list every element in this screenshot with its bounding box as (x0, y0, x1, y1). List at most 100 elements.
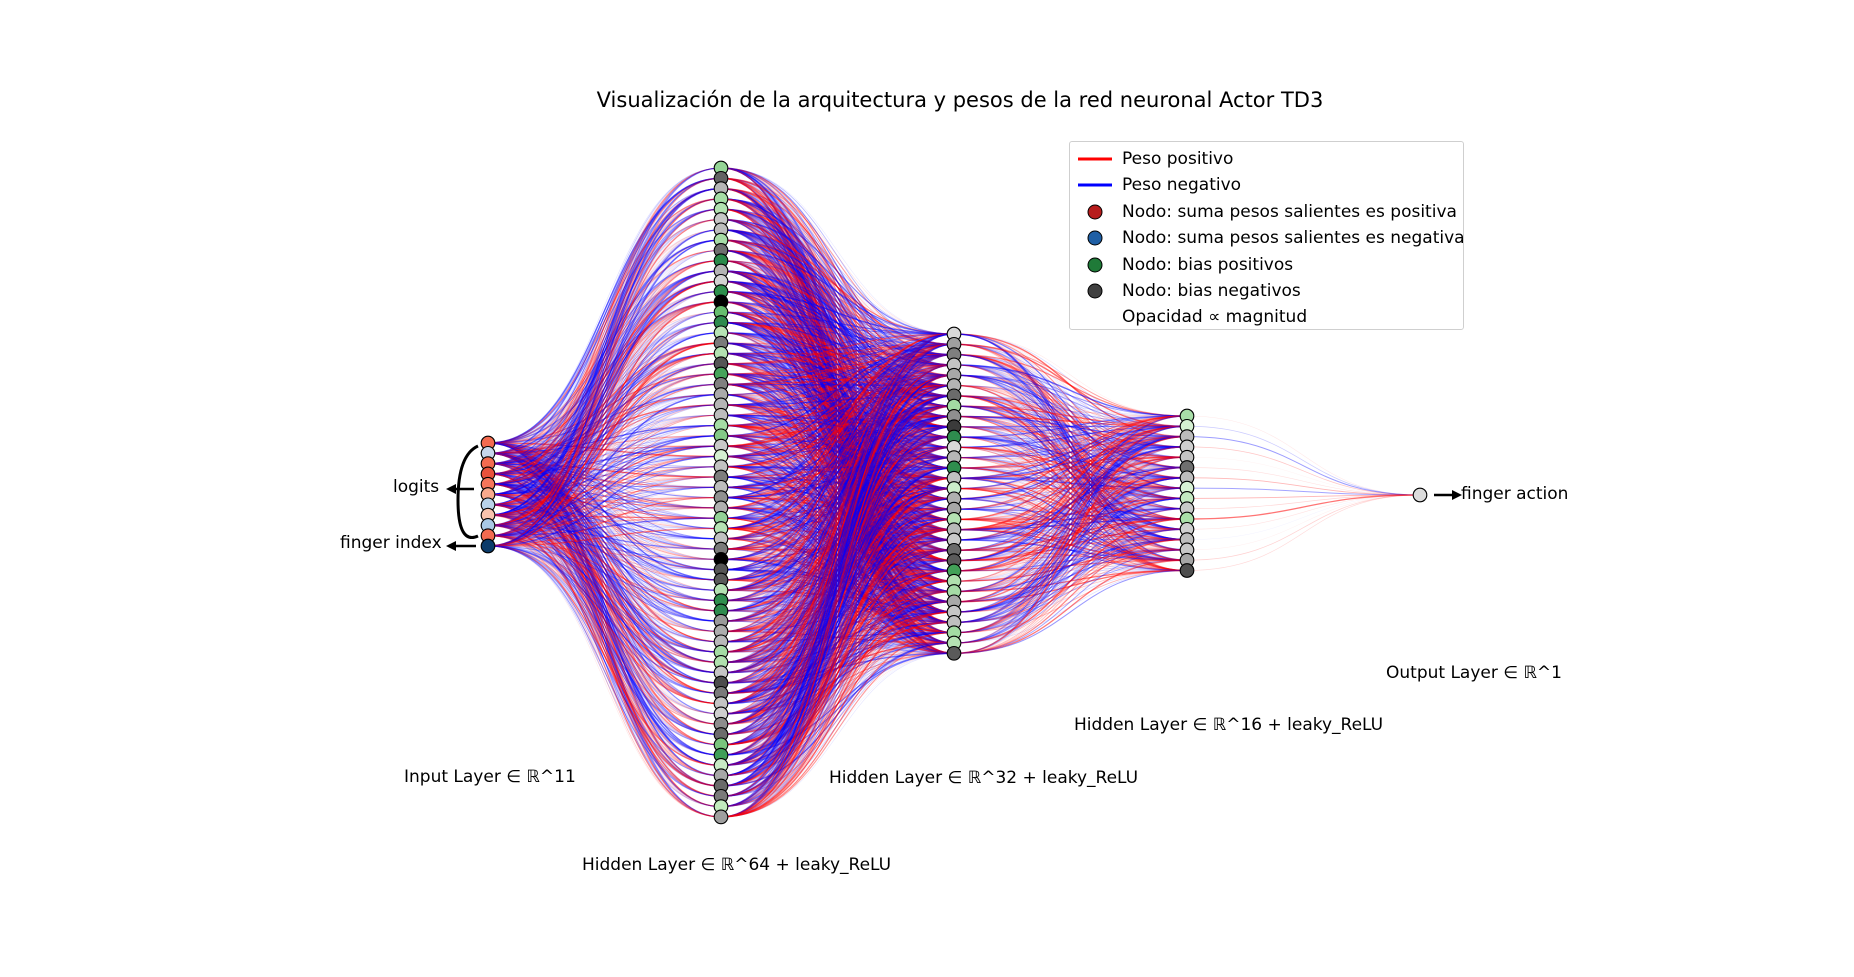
weight-edge (720, 198, 955, 335)
weight-edge (487, 280, 722, 537)
weight-edge (487, 188, 722, 464)
weight-edge (487, 435, 722, 464)
weight-edge (487, 425, 722, 475)
weight-edge (487, 535, 722, 807)
weight-edge (487, 425, 722, 516)
weight-edge (720, 229, 955, 387)
weight-edge (720, 354, 955, 365)
weight-edge (720, 290, 955, 428)
legend-blue-line-icon (1078, 183, 1112, 187)
weight-edge (487, 177, 722, 454)
weight-edge (487, 538, 722, 547)
weight-edge (720, 178, 955, 355)
weight-edge (487, 321, 722, 547)
weight-edge (487, 270, 722, 547)
weight-edge (487, 504, 722, 787)
weight-edge (487, 483, 722, 622)
weight-edge (487, 280, 722, 444)
weight-edge (487, 442, 722, 458)
weight-edge (720, 208, 955, 469)
weight-edge (487, 167, 722, 475)
weight-edge (720, 177, 955, 335)
weight-edge (487, 218, 722, 526)
finger-index-arrowhead (446, 541, 456, 551)
weight-edge (487, 260, 722, 536)
weight-edge (487, 545, 722, 807)
weight-edge (720, 332, 955, 335)
weight-edge (487, 229, 722, 526)
weight-edge (487, 507, 722, 547)
weight-edge (720, 249, 955, 335)
legend-entry-node-negative-sum: Nodo: suma pesos salientes es negativa (1070, 225, 1465, 251)
weight-edge (487, 545, 722, 622)
weight-edge (720, 383, 955, 387)
weight-edge (487, 424, 722, 496)
weight-edge (487, 188, 722, 454)
weight-edge (487, 177, 722, 537)
weight-edge (487, 473, 722, 653)
weight-edge (487, 545, 722, 818)
weight-edge (487, 535, 722, 673)
weight-edge (487, 514, 722, 612)
weight-edge (487, 545, 722, 612)
weight-edge (487, 187, 722, 547)
weight-edge (487, 291, 722, 537)
legend-entry-positive-bias: Nodo: bias positivos (1070, 252, 1463, 278)
weight-edge (487, 514, 722, 653)
weight-edge (487, 311, 722, 547)
weight-edge (487, 493, 722, 519)
weight-edge (720, 311, 955, 355)
weight-edge (720, 198, 955, 479)
weight-edge (720, 342, 955, 345)
weight-edge (487, 545, 722, 715)
weight-edge (720, 219, 955, 386)
weight-edge (487, 280, 722, 475)
weight-edge (720, 311, 955, 335)
weight-edge (720, 249, 955, 345)
weight-edge (487, 167, 722, 506)
weight-edge (487, 535, 722, 622)
weight-edge (487, 473, 722, 643)
weight-edge (487, 545, 722, 571)
weight-edge (487, 445, 722, 454)
weight-edge (487, 486, 722, 547)
weight-edge (1186, 467, 1421, 496)
weight-edge (487, 486, 722, 506)
weight-edge (487, 545, 722, 767)
weight-edge (720, 353, 955, 376)
weight-edge (487, 178, 722, 495)
weight-edge (720, 342, 955, 448)
weight-edge (487, 177, 722, 526)
weight-edge (487, 442, 722, 467)
weight-edge (720, 167, 955, 355)
weight-edge (720, 198, 955, 356)
weight-edge (720, 260, 955, 376)
weight-edge (720, 177, 955, 458)
weight-edge (487, 291, 722, 475)
weight-edge (487, 524, 722, 756)
weight-edge (487, 435, 722, 485)
weight-edge (487, 177, 722, 475)
weight-edge (487, 198, 722, 444)
weight-edge (487, 363, 722, 536)
weight-edge (487, 545, 722, 777)
weight-edge (487, 311, 722, 454)
weight-edge (487, 219, 722, 506)
weight-edge (487, 321, 722, 506)
weight-edge (720, 333, 955, 385)
weight-edge (487, 463, 722, 705)
weight-edge (487, 250, 722, 495)
weight-edge (487, 514, 722, 581)
weight-edge (487, 455, 722, 516)
legend-green-dot-icon (1087, 257, 1103, 273)
weight-edge (487, 414, 722, 547)
legend-label: Peso negativo (1122, 175, 1242, 195)
weight-edge (487, 208, 722, 454)
weight-edge (953, 569, 1188, 654)
weight-edge (487, 483, 722, 488)
weight-edge (720, 281, 955, 438)
weight-edge (487, 404, 722, 516)
weight-edge (487, 504, 722, 663)
weight-edge (487, 301, 722, 526)
weight-edge (487, 545, 722, 581)
